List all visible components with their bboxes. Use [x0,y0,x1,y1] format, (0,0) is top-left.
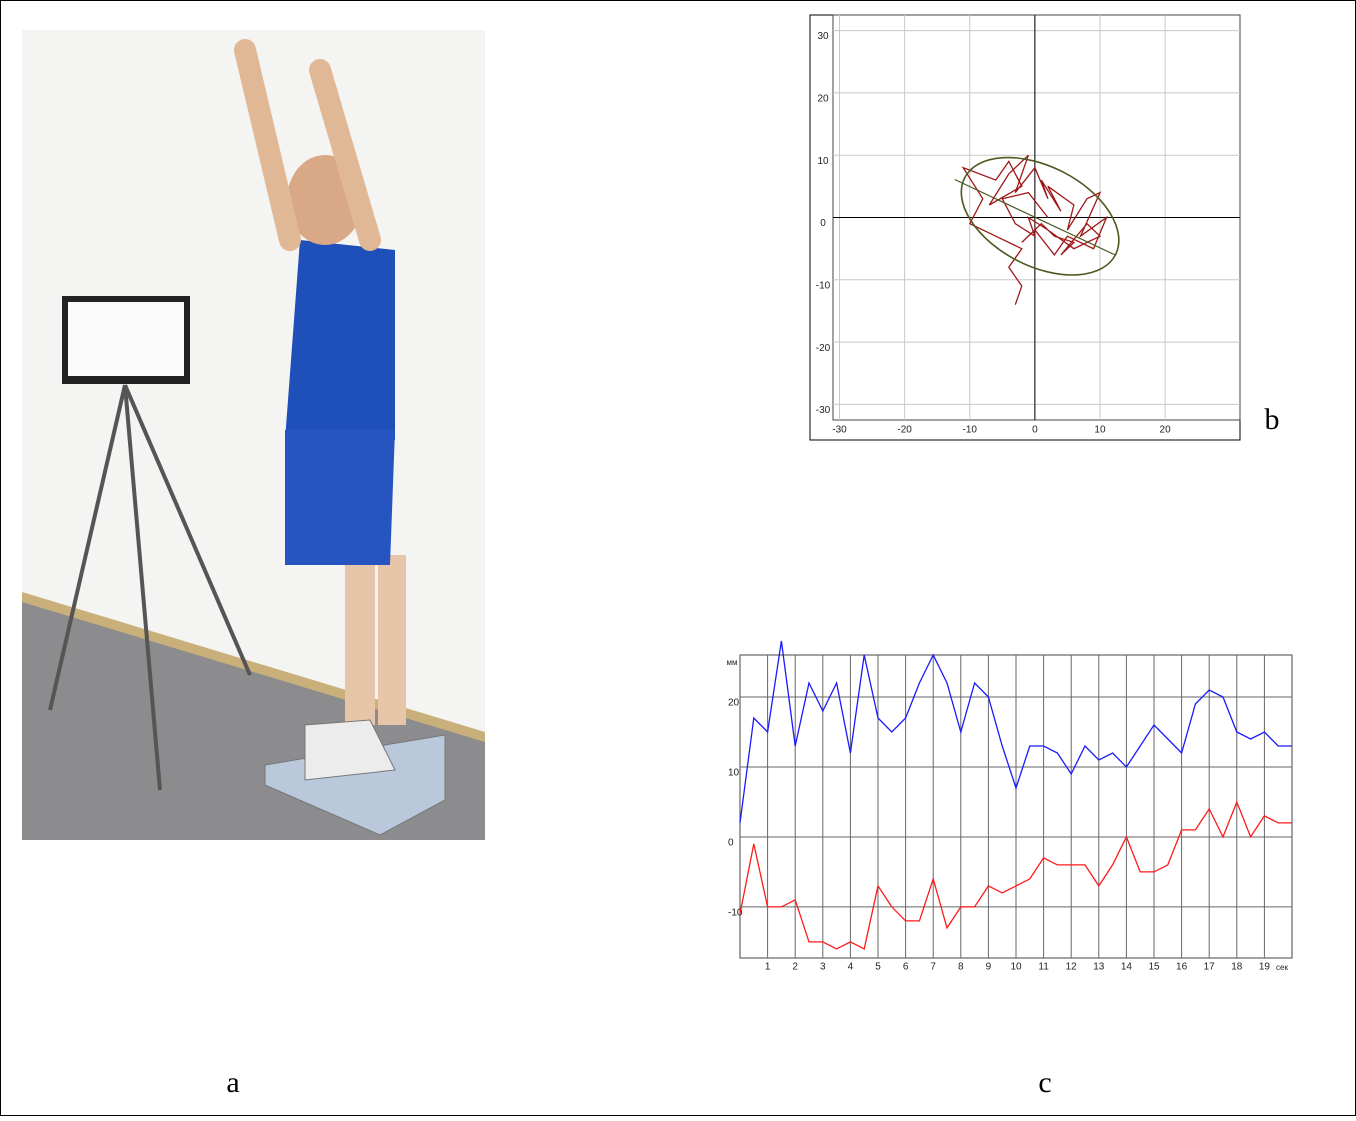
x-tick-label: 10 [1010,962,1022,973]
y-tick-label: 0 [820,218,826,229]
photo [22,30,485,840]
y-tick-label: 0 [728,838,734,849]
shirt [285,240,395,440]
x-tick-label: -20 [897,425,912,436]
x-tick-label: 8 [958,962,964,973]
x-tick-label: 12 [1066,962,1078,973]
leg [378,555,406,725]
monitor-screen [68,302,184,376]
x-tick-label: 5 [875,962,881,973]
y-tick-label: 10 [728,768,740,779]
x-tick-label: 16 [1176,962,1188,973]
figure-label: b [1265,403,1280,436]
y-tick-label: -30 [816,405,831,416]
x-tick-label: 0 [1032,425,1038,436]
y-axis-label: мм [727,658,738,667]
x-tick-label: 20 [1160,425,1172,436]
x-tick-label: 15 [1148,962,1160,973]
leg [345,555,375,725]
figure-label: c [1038,1066,1051,1099]
x-tick-label: 3 [820,962,826,973]
y-tick-label: -20 [816,343,831,354]
y-tick-label: 20 [728,698,740,709]
y-tick-label: 30 [817,31,829,42]
x-tick-label: -30 [832,425,847,436]
x-tick-label: 17 [1204,962,1216,973]
x-tick-label: 9 [986,962,992,973]
x-tick-label: -10 [963,425,978,436]
x-axis-label: сек [1276,963,1288,972]
y-tick-label: -10 [816,280,831,291]
x-tick-label: 18 [1231,962,1243,973]
x-tick-label: 1 [765,962,771,973]
shorts [285,430,395,565]
figure: a b c -30-20-10010203020100-10-20-301234… [0,0,1356,1116]
x-tick-label: 11 [1038,962,1049,973]
figure-label: a [226,1066,239,1099]
x-tick-label: 7 [930,962,936,973]
x-tick-label: 13 [1093,962,1105,973]
y-tick-label: 10 [817,156,829,167]
x-tick-label: 6 [903,962,909,973]
x-tick-label: 2 [792,962,798,973]
x-tick-label: 19 [1259,962,1271,973]
x-tick-label: 10 [1094,425,1106,436]
y-tick-label: 20 [817,94,829,105]
x-tick-label: 4 [848,962,854,973]
x-tick-label: 14 [1121,962,1133,973]
